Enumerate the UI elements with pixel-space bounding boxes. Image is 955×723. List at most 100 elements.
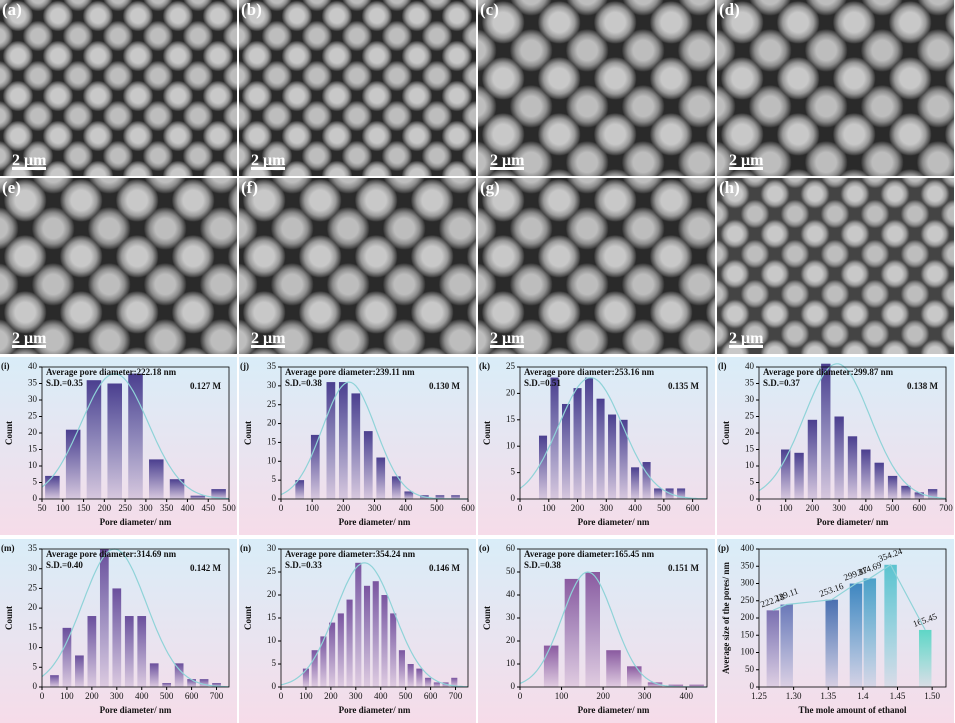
y-tick-label: 250	[741, 595, 755, 605]
plot-frame	[280, 548, 469, 688]
annotation: 0.138 M	[907, 381, 939, 391]
bar	[174, 663, 184, 687]
y-tick-label: 20	[267, 418, 277, 428]
bar	[390, 613, 397, 687]
bar	[372, 581, 379, 687]
x-axis-title: Pore diameter/ nm	[578, 705, 650, 715]
scale-bar	[12, 345, 46, 348]
plot-frame	[758, 366, 947, 500]
y-tick-label: 15	[745, 444, 755, 454]
x-tick-label: 300	[110, 691, 124, 701]
bar	[149, 459, 164, 499]
bar	[538, 435, 548, 499]
annotation: Average pore diameter:239.11 nm	[285, 367, 415, 377]
bar	[416, 668, 423, 687]
annotation: Average pore diameter:222.18 nm	[46, 367, 177, 377]
plot-frame	[758, 548, 947, 688]
y-tick-label: 30	[267, 543, 277, 553]
y-tick-label: 40	[745, 361, 755, 371]
x-tick-label: 100	[555, 691, 569, 701]
bar	[807, 419, 818, 499]
x-axis-title: The mole amount of ethanol	[799, 705, 907, 715]
y-tick-label: 5	[272, 474, 277, 484]
x-tick-label: 0	[279, 691, 284, 701]
y-tick-label: 10	[267, 455, 277, 465]
sem-image: (h) 2 μm	[717, 178, 954, 354]
y-axis-title: Count	[4, 606, 14, 630]
y-tick-label: 25	[28, 582, 38, 592]
panel-label: (m)	[1, 543, 15, 553]
bar	[918, 629, 932, 687]
bar	[433, 682, 440, 687]
plot-frame	[280, 366, 469, 500]
sem-image: (d) 2 μm	[717, 0, 954, 176]
y-tick-label: 0	[750, 681, 755, 691]
bar	[585, 572, 600, 687]
bar	[169, 479, 185, 499]
y-tick-label: 10	[267, 635, 277, 645]
x-tick-label: 1.4	[857, 691, 869, 701]
plot-frame	[41, 548, 230, 688]
fit-curve	[280, 562, 468, 688]
y-tick-label: 10	[28, 642, 38, 652]
trend-line	[772, 563, 926, 631]
bar	[381, 595, 388, 687]
scale-label: 2 μm	[251, 330, 286, 347]
x-tick-label: 700	[939, 503, 953, 513]
x-tick-label: 200	[85, 691, 99, 701]
y-tick-label: 15	[28, 622, 38, 632]
y-tick-label: 20	[267, 589, 277, 599]
y-tick-label: 20	[28, 602, 38, 612]
x-tick-label: 300	[368, 503, 382, 513]
y-tick-label: 0	[272, 681, 277, 691]
annotation: Average pore diameter:314.69 nm	[46, 549, 177, 559]
y-tick-label: 0	[511, 681, 516, 691]
x-tick-label: 400	[859, 503, 873, 513]
y-tick-label: 0	[511, 493, 516, 503]
x-axis-title: Pore diameter/ nm	[339, 705, 411, 715]
bar	[794, 452, 804, 499]
y-tick-label: 40	[28, 361, 38, 371]
plot-frame	[519, 548, 708, 688]
bar	[212, 683, 221, 687]
bar	[573, 388, 582, 499]
sem-image: (c) 2 μm	[478, 0, 715, 176]
bar	[99, 549, 109, 687]
bar	[849, 583, 863, 687]
bar	[107, 383, 122, 499]
y-tick-label: 0	[33, 493, 38, 503]
bar	[391, 476, 401, 499]
bar	[407, 664, 414, 687]
y-tick-label: 25	[745, 411, 755, 421]
fit-curve	[280, 381, 468, 500]
y-tick-label: 5	[511, 467, 516, 477]
x-tick-label: 100	[779, 503, 793, 513]
x-tick-label: 450	[201, 503, 215, 513]
y-tick-label: 10	[745, 460, 755, 470]
x-axis-title: Pore diameter/ nm	[817, 517, 889, 527]
panel-label: (f)	[241, 178, 258, 197]
bar	[363, 431, 373, 499]
scale-bar	[12, 167, 46, 170]
bar	[87, 616, 97, 687]
x-tick-label: 300	[638, 691, 652, 701]
x-tick-label: 600	[185, 691, 199, 701]
x-tick-label: 0	[40, 691, 45, 701]
y-tick-label: 5	[272, 658, 277, 668]
x-axis-title: Pore diameter/ nm	[339, 517, 411, 527]
annotation: S.D.=0.35	[46, 378, 83, 388]
bar	[346, 599, 353, 687]
plot-frame	[41, 366, 230, 500]
bar	[295, 480, 305, 499]
x-tick-label: 600	[424, 691, 438, 701]
bar	[874, 462, 884, 499]
annotation: S.D.=0.40	[46, 560, 83, 570]
fit-curve	[758, 363, 947, 499]
bar	[825, 599, 838, 687]
x-tick-label: 500	[657, 503, 671, 513]
x-tick-label: 500	[222, 503, 236, 513]
bar	[689, 684, 704, 687]
x-tick-label: 100	[305, 503, 319, 513]
